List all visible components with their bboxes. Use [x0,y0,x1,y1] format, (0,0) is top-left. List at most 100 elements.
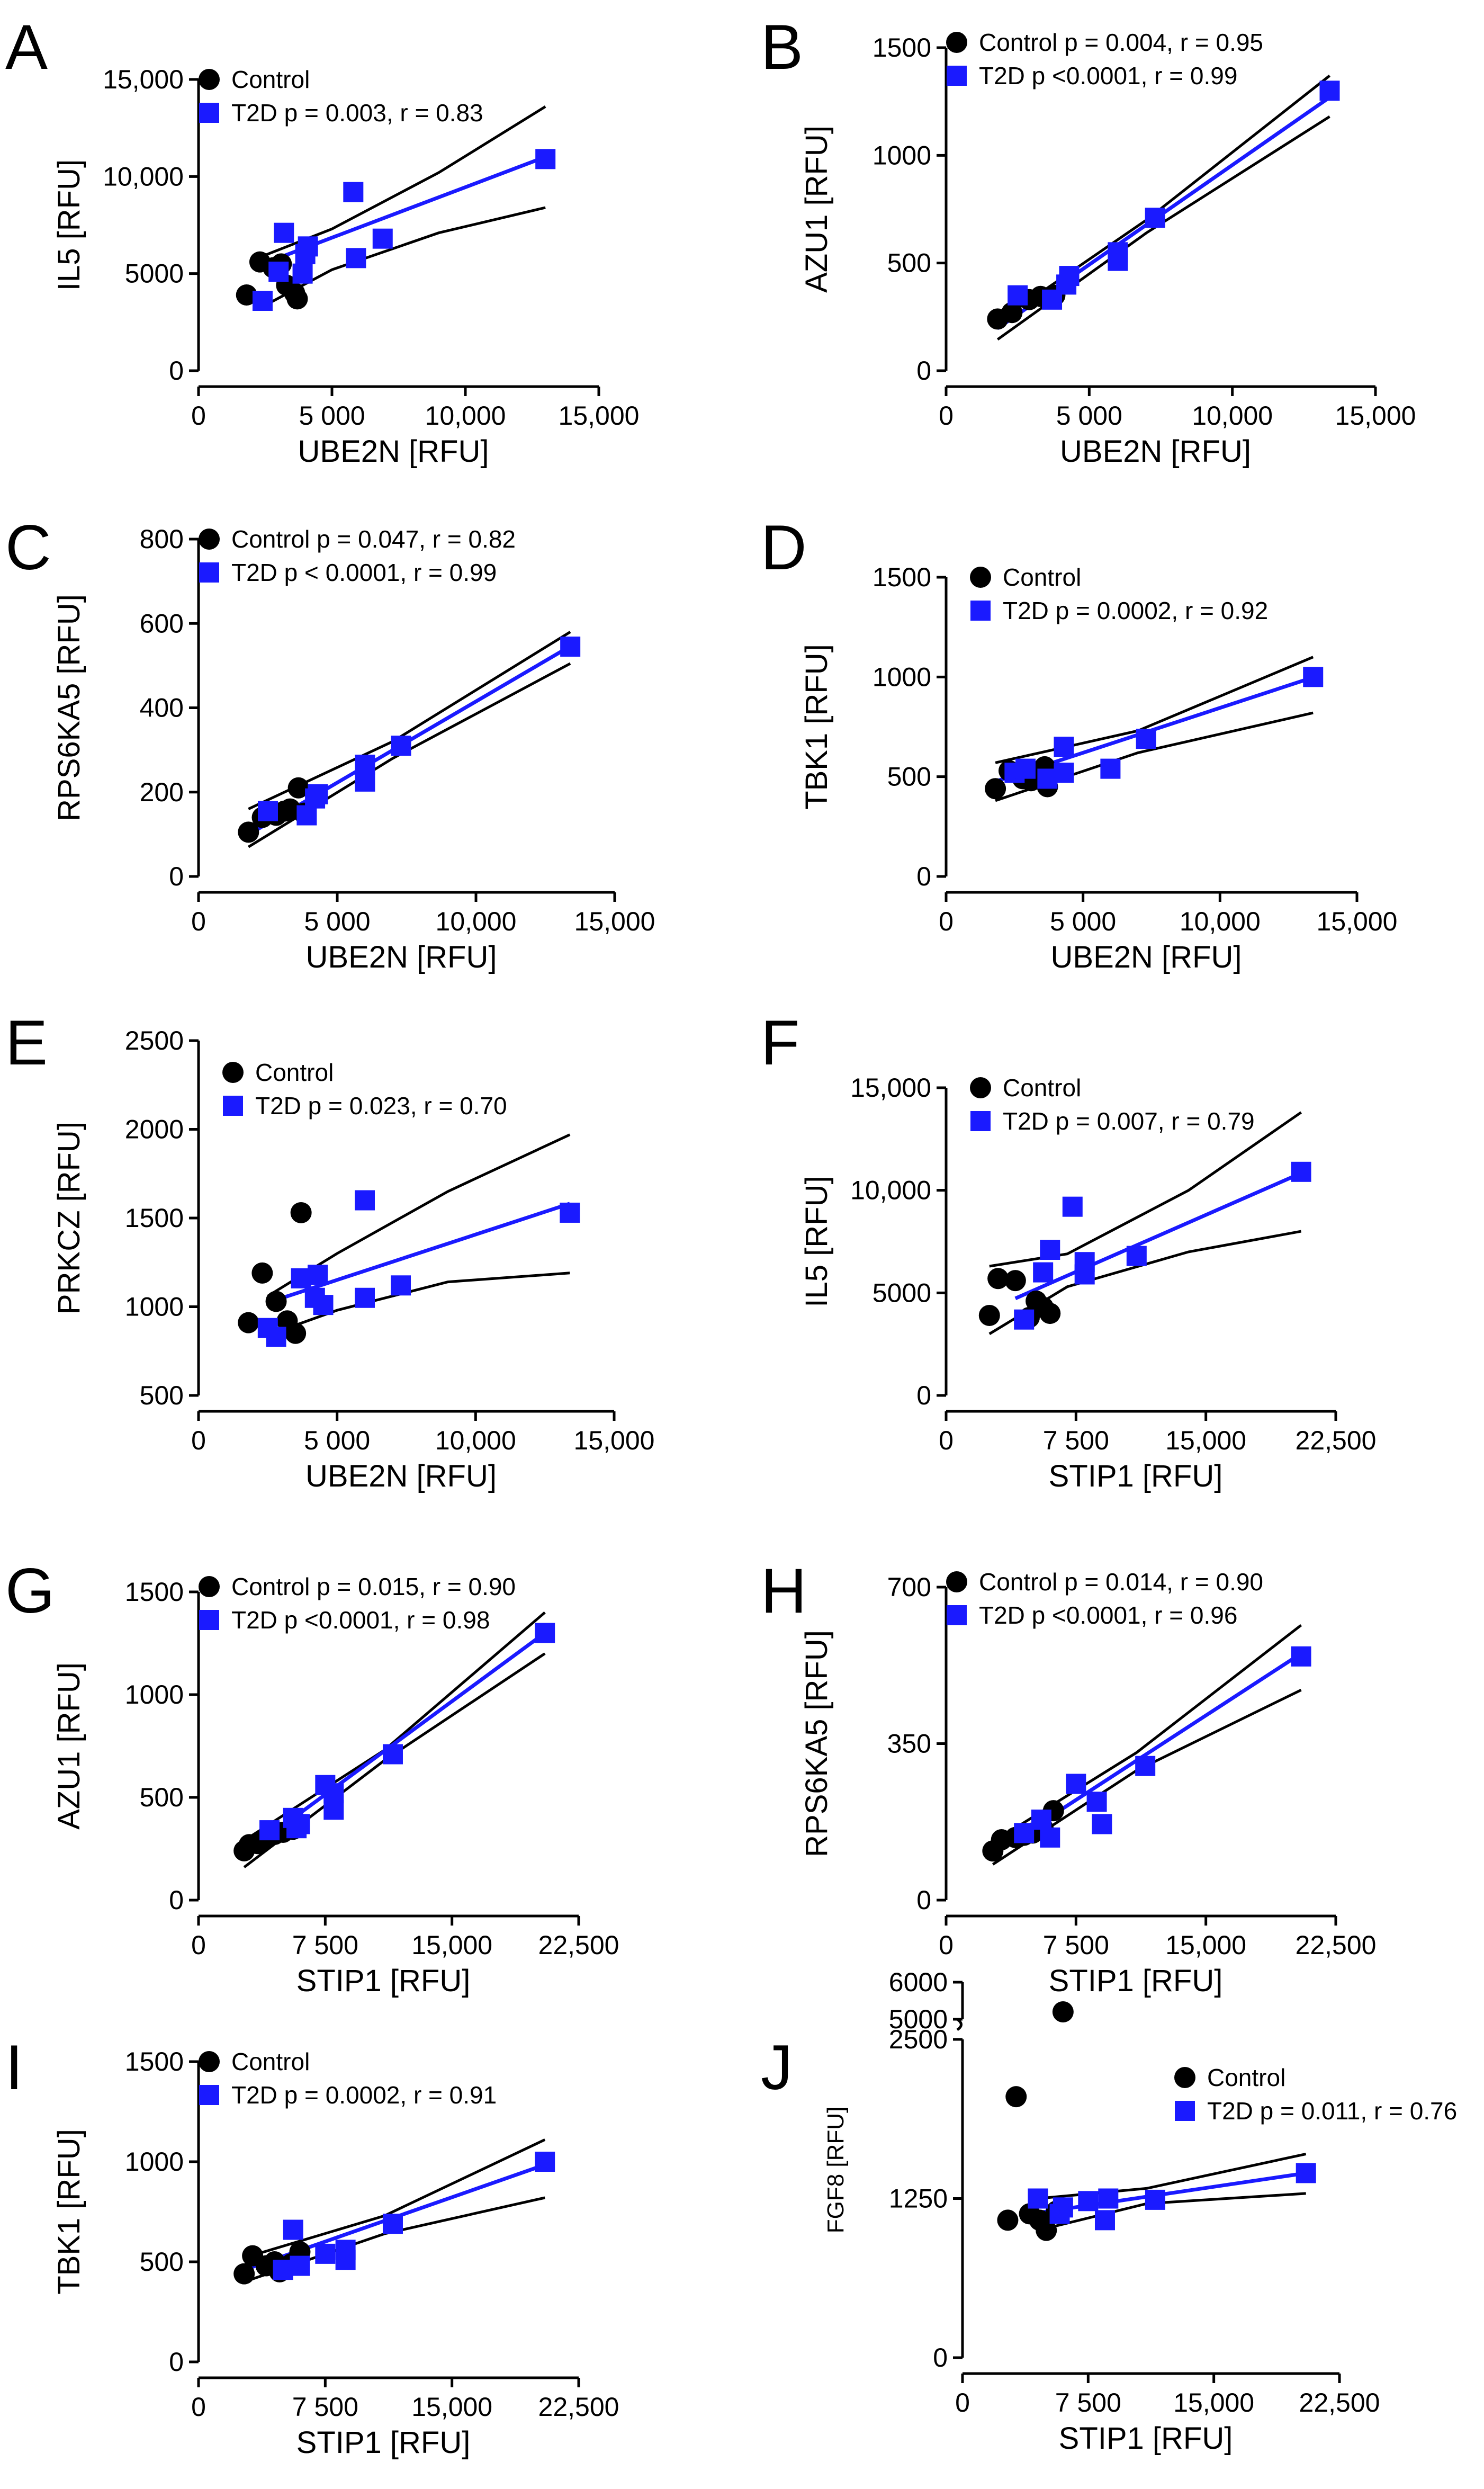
x-tick-label: 10,000 [425,401,506,431]
y-tick-label: 500 [887,762,931,792]
control-point [1004,1270,1026,1292]
t2d-point [258,801,278,821]
legend-control-label: Control [1207,2064,1285,2091]
control-point [265,1291,287,1312]
x-tick-label: 0 [939,1930,954,1960]
y-tick-label: 15,000 [850,1073,931,1103]
legend-t2d-label: T2D p = 0.0002, r = 0.92 [1003,597,1268,624]
x-tick-label: 15,000 [1165,1930,1246,1960]
panel-a: A 0 5000 10,000 15,000 0 5 000 10,000 15,000 UBE2… [5,12,639,469]
legend-t2d-label: T2D p = 0.003, r = 0.83 [231,99,483,127]
x-axis-title: STIP1 [RFU] [1059,2421,1233,2456]
legend-control-label: Control [231,2048,310,2075]
t2d-point [313,1295,334,1315]
y-tick-label: 1500 [873,33,931,62]
t2d-point [1054,737,1074,757]
t2d-point [268,262,289,282]
y-axis-title: IL5 [RFU] [52,159,86,291]
t2d-point [335,2250,356,2270]
x-tick-label: 15,000 [1317,907,1398,936]
x-axis-title: STIP1 [RFU] [1049,1964,1223,1998]
t2d-point [1296,2163,1316,2183]
control-point [290,1202,312,1223]
t2d-point [355,754,375,775]
x-tick-label: 5 000 [304,907,370,936]
control-point [1052,2001,1074,2022]
y-tick-label: 1500 [125,2047,184,2076]
t2d-point [1094,2210,1115,2231]
x-tick-label: 15,000 [1165,1426,1246,1455]
x-tick-label: 22,500 [1299,2388,1380,2418]
confidence-band-lower [267,1272,570,1337]
y-tick-label: 1000 [873,140,931,170]
control-point [238,821,259,843]
t2d-point [346,248,366,268]
x-axis-title: STIP1 [RFU] [296,2425,471,2460]
x-tick-label: 5 000 [1056,401,1122,431]
t2d-point [1054,763,1074,783]
x-tick-label: 0 [191,1426,206,1455]
y-tick-label: 5000 [125,259,184,289]
y-tick-label: 1000 [125,2147,184,2177]
control-point [287,777,309,799]
x-tick-label: 15,000 [574,907,655,936]
y-tick-label: 0 [916,1885,931,1915]
legend-control-label: Control [255,1059,334,1086]
t2d-point [308,784,328,804]
x-tick-label: 10,000 [1192,401,1273,431]
x-tick-label: 5 000 [299,401,365,431]
t2d-point [252,291,273,311]
confidence-band-upper [262,105,546,258]
y-tick-label: 1500 [125,1203,184,1233]
y-tick-label: 5000 [889,2004,948,2034]
x-axis-title: STIP1 [RFU] [1049,1459,1223,1493]
x-axis-title: UBE2N [RFU] [298,434,489,469]
y-tick-label: 0 [916,862,931,891]
x-tick-label: 22,500 [538,2392,619,2422]
t2d-point [1100,758,1121,779]
t2d-point [391,1275,411,1296]
x-tick-label: 15,000 [574,1426,655,1455]
legend-t2d-marker [199,103,219,123]
y-axis-title: AZU1 [RFU] [52,1662,86,1830]
x-tick-label: 10,000 [436,907,517,936]
x-tick-label: 15,000 [559,401,640,431]
x-tick-label: 10,000 [1180,907,1261,936]
control-point [997,2209,1019,2231]
t2d-point [266,1327,286,1347]
y-axis-title: TBK1 [RFU] [52,2129,86,2295]
y-tick-label: 0 [916,356,931,386]
x-tick-label: 7 500 [1043,1426,1109,1455]
t2d-point [1040,1827,1060,1848]
legend-control-label: Control p = 0.014, r = 0.90 [979,1568,1263,1596]
t2d-point [1086,1792,1107,1812]
y-tick-label: 1500 [873,562,931,592]
x-tick-label: 0 [939,1426,954,1455]
t2d-point [315,2243,336,2264]
x-tick-label: 7 500 [1055,2388,1121,2418]
t2d-point [1303,667,1324,687]
y-tick-label: 1000 [873,662,931,692]
t2d-point [560,637,581,657]
y-tick-label: 0 [169,356,184,386]
panel-letter: F [761,1007,799,1078]
t2d-point [560,1202,580,1223]
y-tick-label: 2500 [125,1026,184,1055]
t2d-point [1291,1161,1311,1182]
x-tick-label: 15,000 [1335,401,1416,431]
t2d-point [1059,266,1080,286]
panel-f: F 0 5000 10,000 15,000 0 7 500 15,000 22,500 STIP… [761,1007,1376,1493]
legend-t2d-label: T2D p <0.0001, r = 0.96 [979,1601,1237,1629]
x-tick-label: 0 [939,907,954,936]
confidence-band-upper [992,1624,1302,1843]
control-point [985,778,1006,800]
t2d-point [1078,2191,1099,2212]
x-tick-label: 7 500 [292,2392,358,2422]
x-tick-label: 22,500 [1296,1930,1377,1960]
panel-h: H 0 350 700 0 7 500 15,000 22,500 STIP1 [RFU] RPS… [761,1555,1376,1998]
panel-c: C 0 200 400 600 800 0 5 000 10,000 15,000 UBE2N [R… [5,512,655,974]
y-tick-label: 350 [887,1729,931,1759]
x-tick-label: 15,000 [1173,2388,1254,2418]
